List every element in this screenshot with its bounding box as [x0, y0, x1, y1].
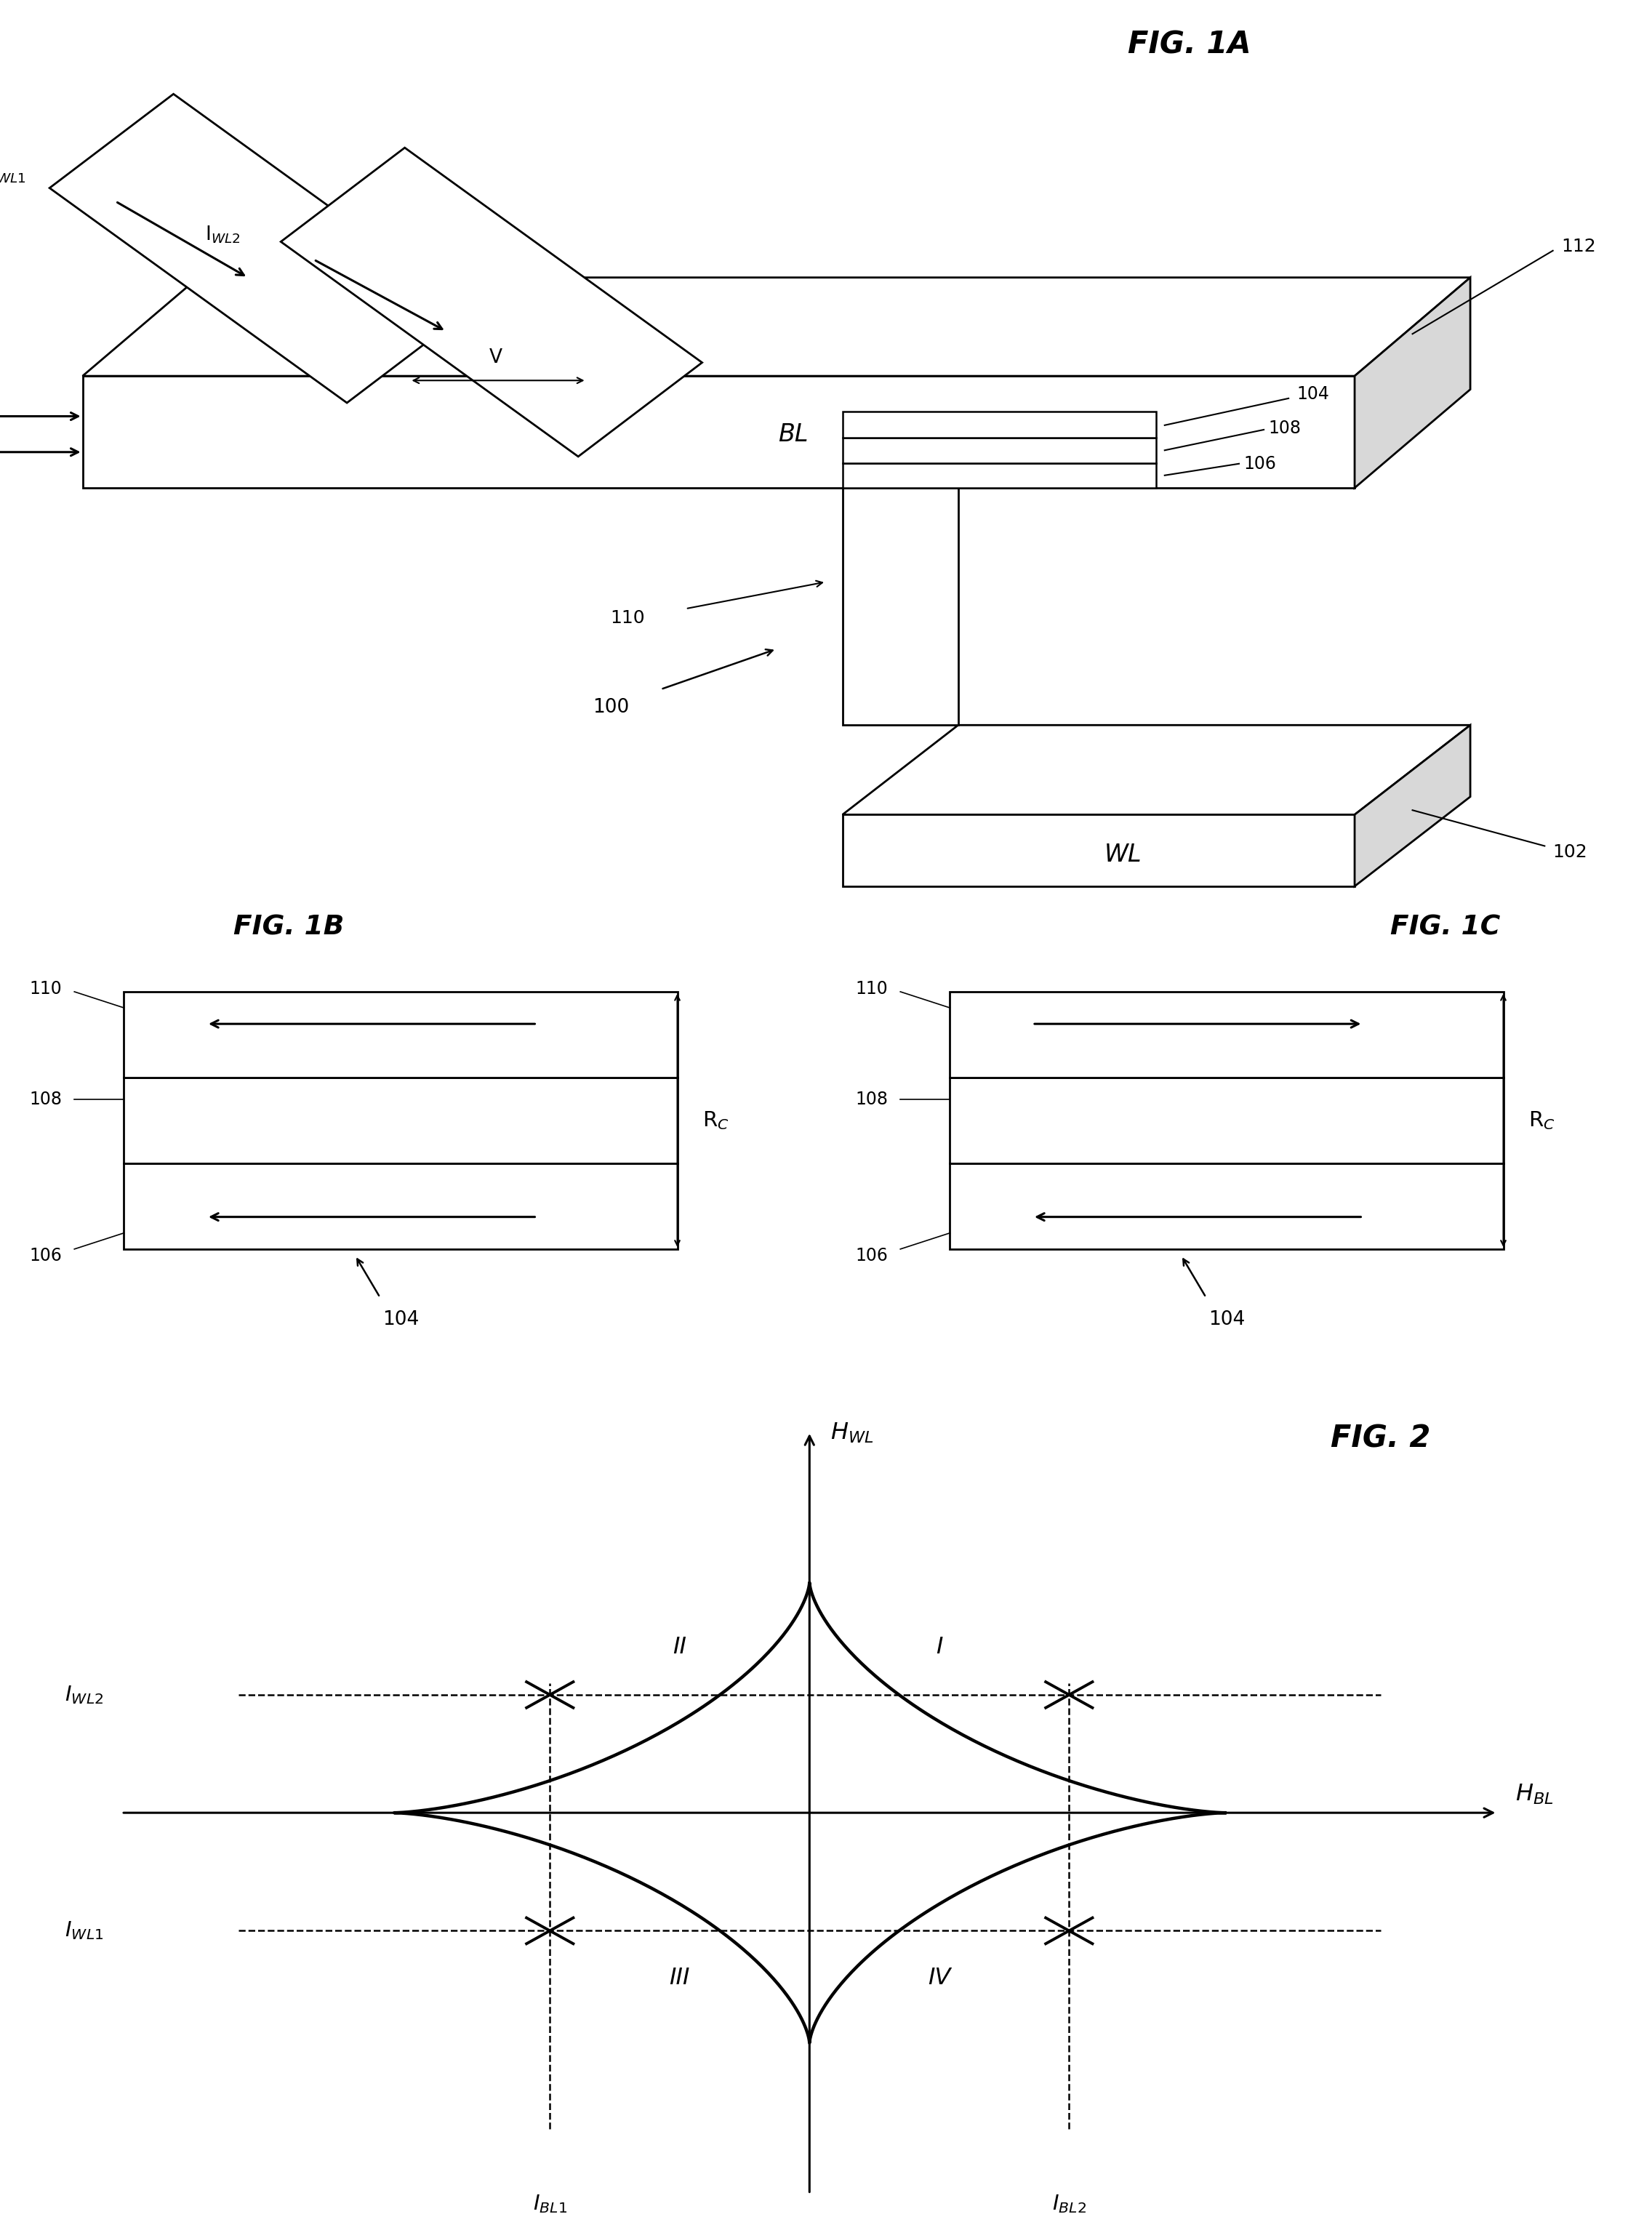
Text: 112: 112: [1561, 237, 1596, 255]
Text: R$_C$: R$_C$: [702, 1110, 729, 1130]
Text: 104: 104: [1208, 1311, 1246, 1329]
Text: 110: 110: [611, 609, 644, 627]
Polygon shape: [843, 488, 958, 725]
Text: WL: WL: [1105, 844, 1142, 866]
Text: V: V: [489, 349, 502, 367]
Text: R$_C$: R$_C$: [1528, 1110, 1555, 1130]
Polygon shape: [1355, 725, 1470, 886]
Text: 108: 108: [856, 1090, 889, 1108]
Bar: [124, 1076, 677, 1164]
Text: 104: 104: [382, 1311, 420, 1329]
Text: BL: BL: [778, 423, 808, 445]
Text: I$_{WL2}$: I$_{WL2}$: [64, 1683, 104, 1705]
Text: I$_{WL1}$: I$_{WL1}$: [0, 163, 26, 186]
Bar: [124, 1164, 677, 1249]
Polygon shape: [50, 94, 471, 403]
Text: I$_{WL2}$: I$_{WL2}$: [205, 224, 241, 244]
Text: 106: 106: [856, 1247, 889, 1264]
Text: 108: 108: [30, 1090, 63, 1108]
Text: 106: 106: [30, 1247, 63, 1264]
Polygon shape: [843, 463, 1156, 488]
Bar: [950, 1076, 1503, 1164]
Text: 110: 110: [856, 980, 889, 998]
Text: 110: 110: [30, 980, 63, 998]
Polygon shape: [843, 412, 1156, 439]
Polygon shape: [1355, 278, 1470, 488]
Bar: [950, 991, 1503, 1076]
Text: 108: 108: [1269, 419, 1302, 436]
Text: FIG. 1C: FIG. 1C: [1391, 915, 1500, 940]
Polygon shape: [843, 439, 1156, 463]
Bar: [950, 1164, 1503, 1249]
Text: I$_{WL1}$: I$_{WL1}$: [64, 1920, 104, 1943]
Bar: [124, 991, 677, 1076]
Text: I$_{BL1}$: I$_{BL1}$: [532, 2193, 567, 2216]
Polygon shape: [843, 725, 1470, 815]
Polygon shape: [843, 815, 1355, 886]
Text: H$_{WL}$: H$_{WL}$: [831, 1421, 874, 1446]
Text: 100: 100: [593, 698, 629, 716]
Text: FIG. 1B: FIG. 1B: [233, 915, 345, 940]
Text: 106: 106: [1244, 454, 1277, 472]
Text: FIG. 1A: FIG. 1A: [1128, 29, 1251, 60]
Text: II: II: [672, 1636, 687, 1658]
Polygon shape: [281, 148, 702, 457]
Text: III: III: [669, 1967, 691, 1990]
Polygon shape: [83, 278, 1470, 376]
Text: IV: IV: [928, 1967, 950, 1990]
Text: H$_{BL}$: H$_{BL}$: [1515, 1781, 1555, 1806]
Text: I$_{BL2}$: I$_{BL2}$: [1052, 2193, 1087, 2216]
Text: I: I: [935, 1636, 943, 1658]
Polygon shape: [83, 376, 1355, 488]
Text: 104: 104: [1297, 385, 1330, 403]
Text: FIG. 2: FIG. 2: [1330, 1423, 1431, 1455]
Text: 102: 102: [1553, 844, 1588, 862]
